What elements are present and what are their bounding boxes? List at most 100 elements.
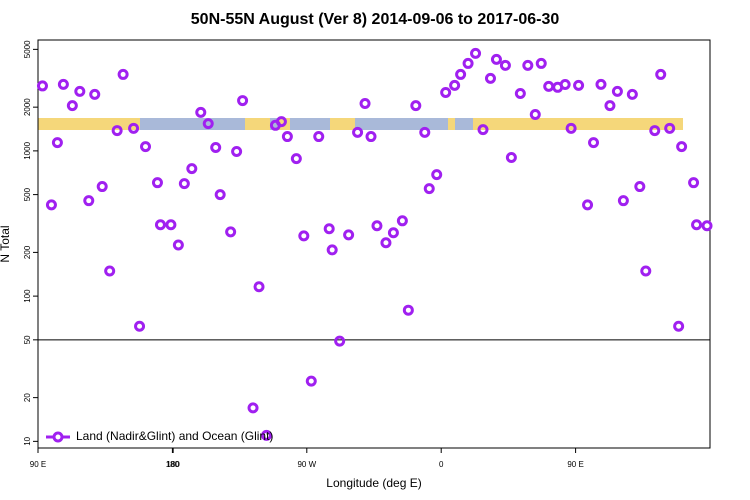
point bbox=[210, 142, 222, 154]
point bbox=[111, 125, 123, 137]
point bbox=[676, 141, 688, 153]
point bbox=[365, 131, 377, 143]
point bbox=[154, 219, 166, 231]
point bbox=[595, 78, 607, 90]
point bbox=[649, 125, 661, 137]
point bbox=[470, 47, 482, 59]
point bbox=[402, 304, 414, 316]
point bbox=[543, 80, 555, 92]
point bbox=[419, 126, 431, 138]
x-tick-label: 90 W bbox=[297, 460, 316, 469]
point bbox=[225, 226, 237, 238]
point bbox=[673, 320, 685, 332]
land-ocean-strip bbox=[38, 118, 683, 130]
point bbox=[323, 223, 335, 235]
point bbox=[431, 169, 443, 181]
point bbox=[559, 78, 571, 90]
point bbox=[253, 281, 265, 293]
point bbox=[352, 126, 364, 138]
point bbox=[96, 181, 108, 193]
point bbox=[151, 177, 163, 189]
y-tick-label: 10 bbox=[23, 436, 32, 445]
point bbox=[505, 152, 517, 164]
point bbox=[691, 219, 703, 231]
point bbox=[535, 57, 547, 69]
point bbox=[195, 106, 207, 118]
y-axis-label: N Total bbox=[0, 225, 12, 262]
x-tick-label: 180 bbox=[166, 460, 180, 469]
point bbox=[371, 220, 383, 232]
point bbox=[634, 181, 646, 193]
point bbox=[604, 100, 616, 112]
y-tick-label: 20 bbox=[23, 393, 32, 402]
point bbox=[298, 230, 310, 242]
point bbox=[326, 244, 338, 256]
point bbox=[140, 141, 152, 153]
point bbox=[117, 68, 129, 80]
point bbox=[455, 68, 467, 80]
point bbox=[655, 68, 667, 80]
legend-marker bbox=[52, 431, 64, 443]
point bbox=[305, 375, 317, 387]
x-tick-label: 0 bbox=[439, 460, 444, 469]
point bbox=[529, 109, 541, 121]
point bbox=[202, 118, 214, 130]
point bbox=[423, 183, 435, 195]
point bbox=[359, 97, 371, 109]
plot-frame bbox=[37, 39, 711, 449]
point bbox=[588, 137, 600, 149]
y-tick-label: 200 bbox=[23, 245, 32, 259]
point bbox=[45, 199, 57, 211]
point bbox=[275, 116, 287, 128]
point bbox=[688, 177, 700, 189]
point bbox=[51, 137, 63, 149]
y-tick-label: 5000 bbox=[23, 40, 32, 58]
point bbox=[582, 199, 594, 211]
point bbox=[74, 85, 86, 97]
point bbox=[477, 124, 489, 136]
point bbox=[36, 80, 48, 92]
point bbox=[128, 122, 140, 134]
point bbox=[214, 189, 226, 201]
point bbox=[701, 220, 713, 232]
point bbox=[313, 131, 325, 143]
x-tick-label: 90 E bbox=[30, 460, 46, 469]
point bbox=[522, 59, 534, 71]
point bbox=[387, 227, 399, 239]
x-axis-label: Longitude (deg E) bbox=[326, 476, 421, 490]
point bbox=[104, 265, 116, 277]
point bbox=[83, 195, 95, 207]
point bbox=[343, 229, 355, 241]
point bbox=[237, 95, 249, 107]
point bbox=[231, 146, 243, 158]
point bbox=[186, 163, 198, 175]
point bbox=[440, 86, 452, 98]
point bbox=[410, 100, 422, 112]
point bbox=[499, 59, 511, 71]
point bbox=[247, 402, 259, 414]
point bbox=[490, 53, 502, 65]
y-tick-label: 2000 bbox=[23, 98, 32, 116]
point bbox=[449, 79, 461, 91]
point bbox=[611, 85, 623, 97]
point bbox=[57, 78, 69, 90]
x-tick-label: 180 bbox=[166, 460, 180, 469]
point bbox=[165, 219, 177, 231]
legend-label: Land (Nadir&Glint) and Ocean (Glint) bbox=[76, 429, 273, 443]
point bbox=[484, 72, 496, 84]
point bbox=[260, 429, 272, 441]
y-tick-label: 100 bbox=[23, 289, 32, 303]
point bbox=[565, 122, 577, 134]
point bbox=[334, 335, 346, 347]
point bbox=[172, 239, 184, 251]
x-tick-label: 90 E bbox=[567, 460, 583, 469]
point bbox=[178, 178, 190, 190]
point bbox=[290, 153, 302, 165]
legend: Land (Nadir&Glint) and Ocean (Glint) bbox=[46, 429, 273, 443]
point bbox=[281, 131, 293, 143]
point bbox=[664, 122, 676, 134]
point bbox=[573, 79, 585, 91]
point bbox=[66, 100, 78, 112]
point bbox=[617, 195, 629, 207]
